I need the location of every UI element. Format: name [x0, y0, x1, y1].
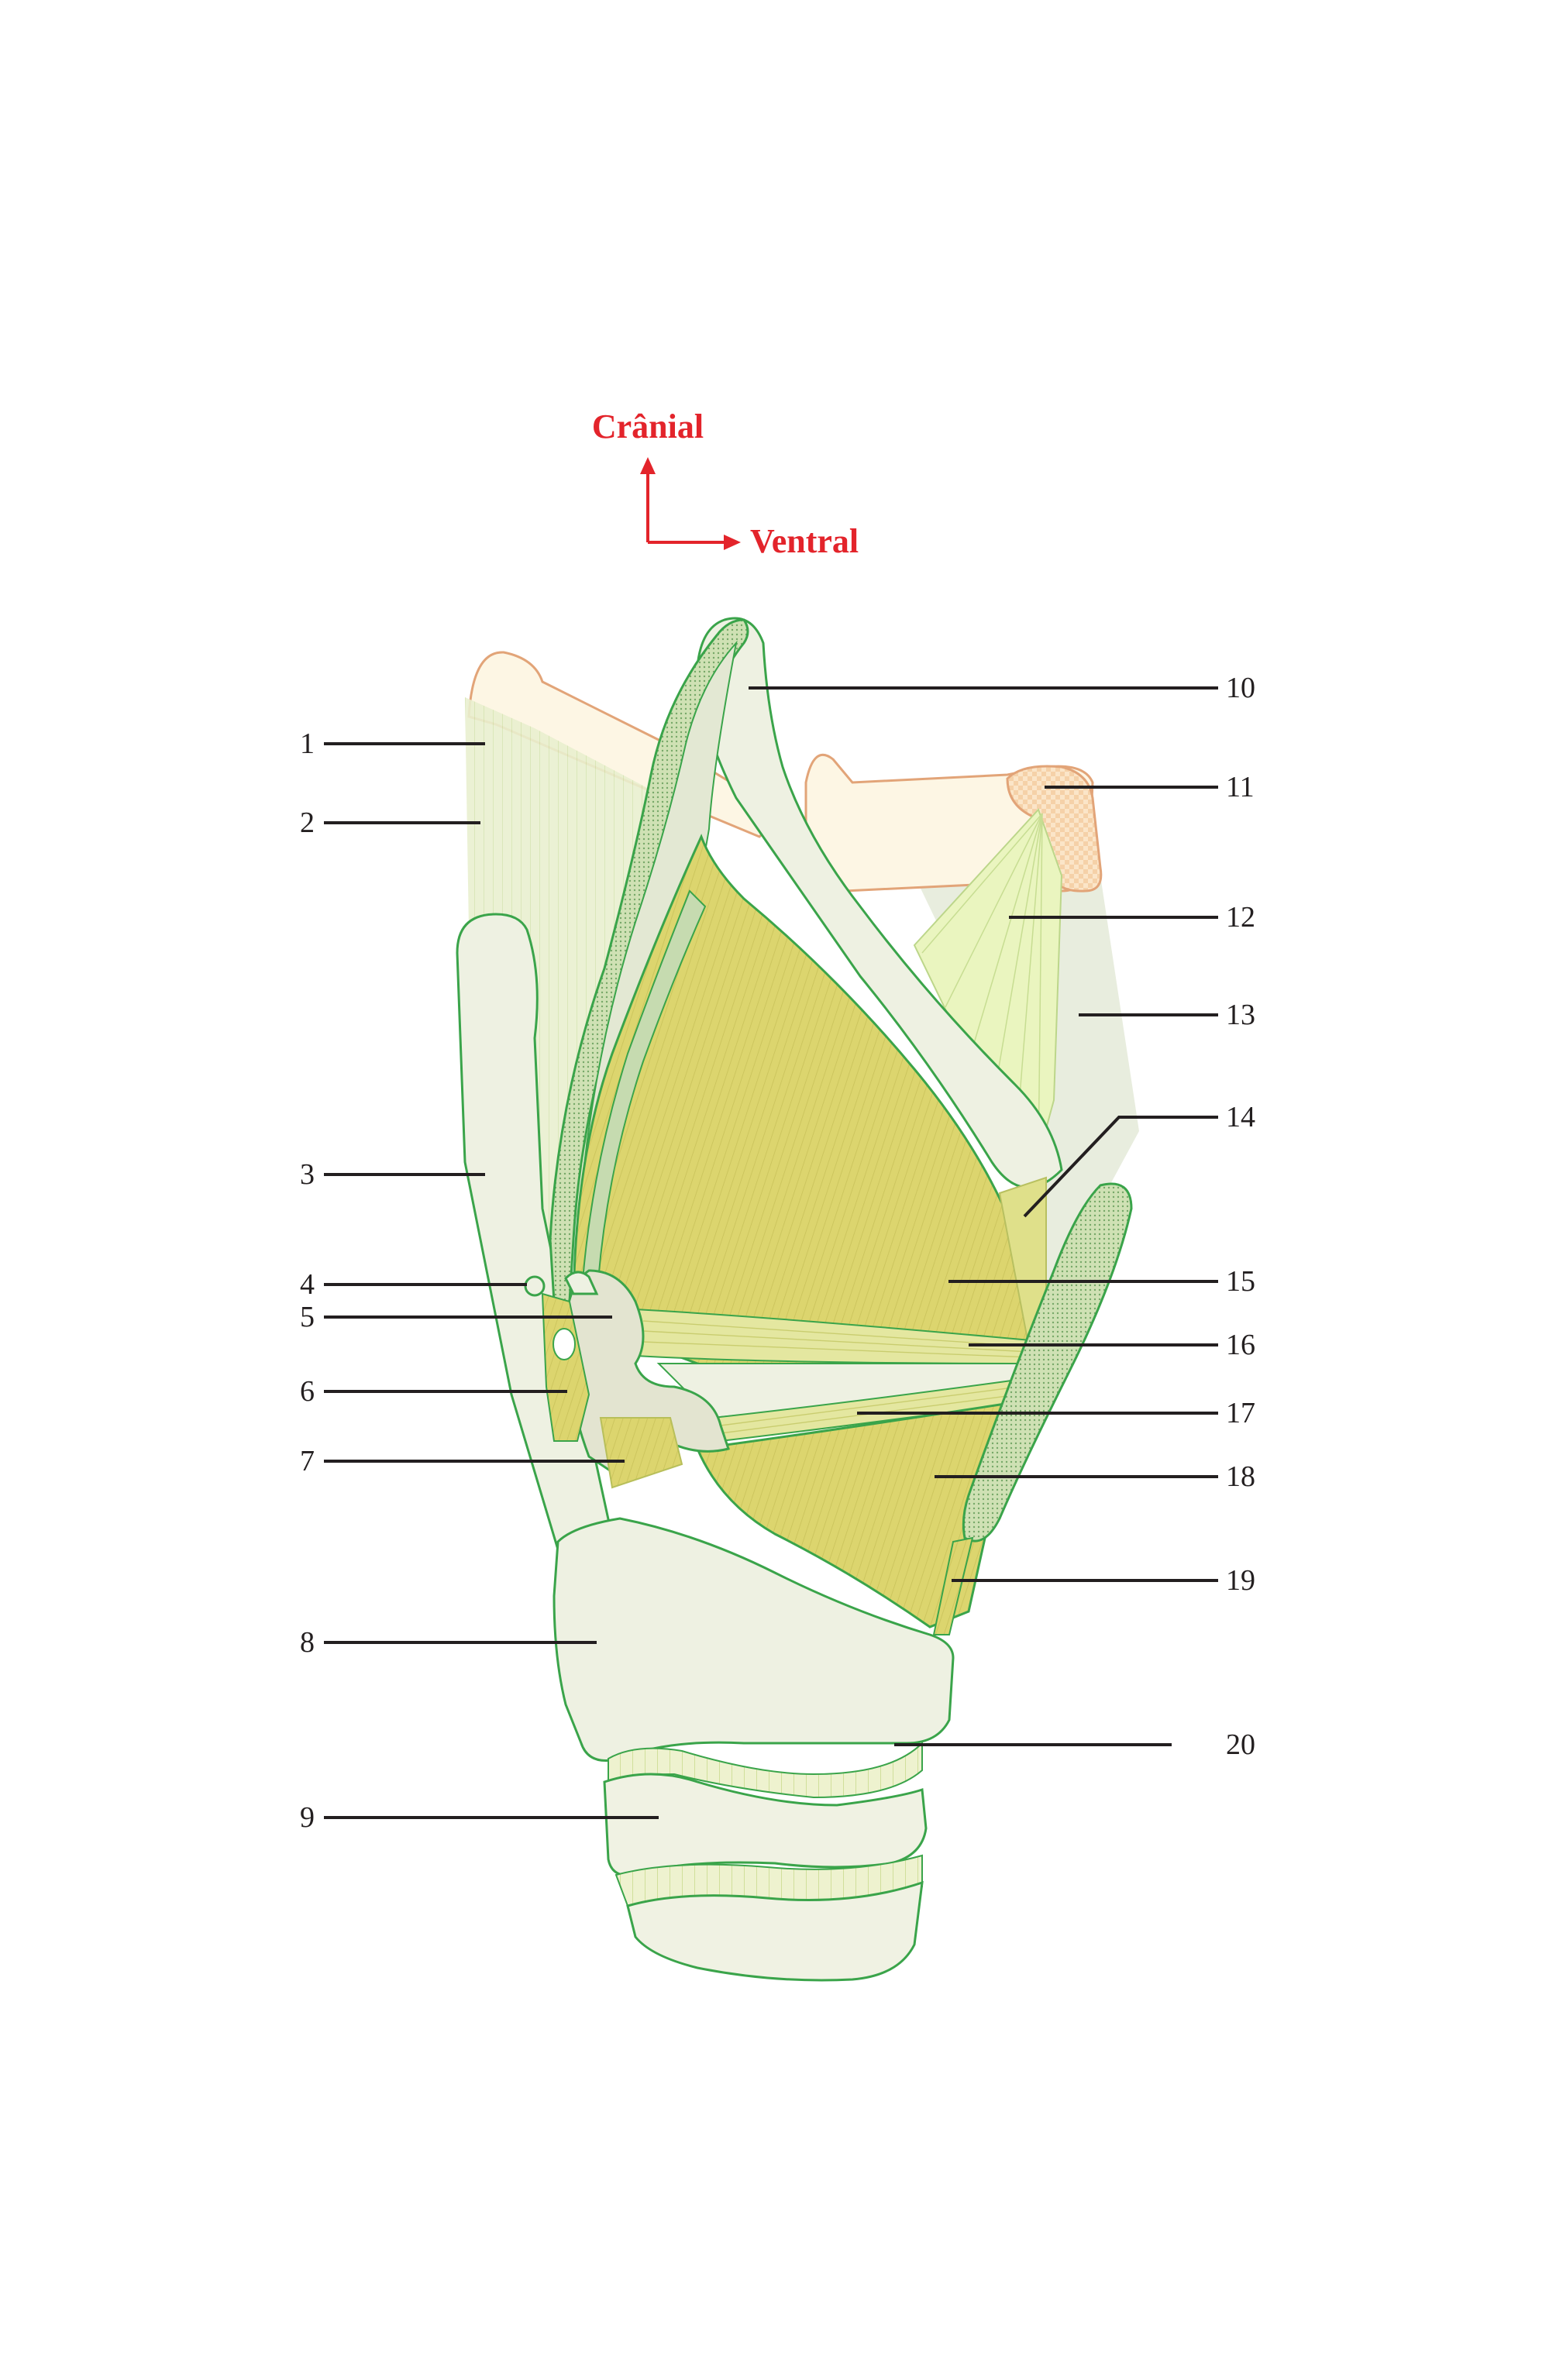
label-16: 16: [1226, 1329, 1255, 1361]
label-2: 2: [300, 807, 315, 839]
lateral-cricoarytenoid-muscle: [695, 1401, 1017, 1629]
label-6: 6: [300, 1375, 315, 1408]
leader-lines: [324, 686, 1218, 1819]
label-9: 9: [300, 1801, 315, 1834]
corniculate-cartilage: [524, 1275, 546, 1297]
thyroid-prominence: [962, 1182, 1133, 1543]
cricoarytenoid-ligament: [599, 1417, 683, 1489]
label-19: 19: [1226, 1564, 1255, 1597]
corniculate-cartilage-top: [564, 1271, 599, 1295]
orientation-indicator: Crânial Ventral: [592, 408, 859, 560]
vocal-ligament-fibers: [642, 1320, 1031, 1358]
cricotracheal-ligament: [608, 1741, 923, 1799]
label-8: 8: [300, 1626, 315, 1659]
label-17: 17: [1226, 1397, 1255, 1429]
label-7: 7: [300, 1445, 315, 1477]
label-14: 14: [1226, 1101, 1255, 1133]
tracheal-ring-2: [626, 1880, 924, 1982]
label-12: 12: [1226, 901, 1255, 934]
label-1: 1: [300, 727, 315, 760]
cricoarytenoid-joint: [553, 1328, 576, 1360]
cricoid-cartilage: [553, 1517, 955, 1762]
arrow-right-icon: [724, 535, 741, 550]
posterior-cricoarytenoid-muscle: [541, 1292, 590, 1442]
label-3: 3: [300, 1158, 315, 1191]
label-4: 4: [300, 1268, 315, 1301]
orientation-cranial-label: Crânial: [592, 408, 704, 445]
number-labels: 1 2 3 4 5 6 7 8 9 10 11 12 13 14 15 16 1…: [300, 672, 1255, 1834]
cricothyroid-ligament: [932, 1536, 974, 1635]
label-5: 5: [300, 1301, 315, 1333]
posterior-cartilage-plate: [456, 913, 621, 1630]
label-11: 11: [1226, 771, 1255, 803]
label-18: 18: [1226, 1460, 1255, 1493]
arrow-up-icon: [640, 457, 656, 474]
label-13: 13: [1226, 999, 1255, 1031]
thyrohyoid-fibers: [921, 813, 1043, 1163]
hyoid-body: [1006, 765, 1103, 892]
orientation-ventral-label: Ventral: [750, 522, 859, 560]
epiglottis: [696, 617, 1063, 1189]
leader-14: [1023, 1116, 1218, 1218]
label-10: 10: [1226, 672, 1255, 704]
label-20: 20: [1226, 1728, 1255, 1761]
label-15: 15: [1226, 1265, 1255, 1298]
